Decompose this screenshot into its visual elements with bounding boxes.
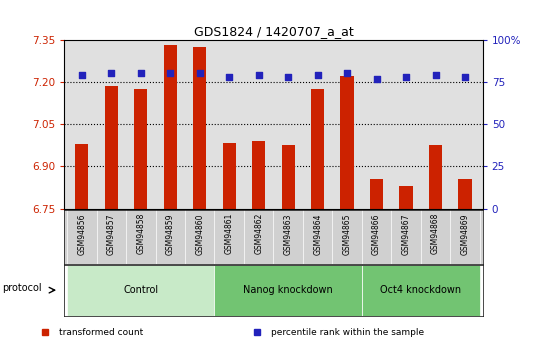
Text: GSM94863: GSM94863 — [283, 213, 292, 255]
Bar — [458, 179, 472, 209]
Bar — [163, 45, 177, 209]
Bar — [282, 145, 295, 209]
Point — [343, 71, 352, 76]
Point — [136, 71, 145, 76]
Point — [195, 71, 204, 76]
Bar — [223, 142, 236, 209]
Point — [254, 72, 263, 78]
Text: GSM94860: GSM94860 — [195, 213, 204, 255]
Bar — [400, 186, 413, 209]
Point — [402, 74, 411, 80]
Text: GSM94867: GSM94867 — [402, 213, 411, 255]
Text: GSM94865: GSM94865 — [343, 213, 352, 255]
Bar — [193, 47, 206, 209]
Point — [313, 72, 322, 78]
Point — [372, 76, 381, 81]
Bar — [362, 265, 480, 316]
Bar — [67, 265, 214, 316]
Bar — [214, 265, 362, 316]
Text: percentile rank within the sample: percentile rank within the sample — [271, 328, 424, 337]
Bar — [311, 89, 324, 209]
Point — [78, 72, 86, 78]
Text: GSM94869: GSM94869 — [460, 213, 469, 255]
Bar — [340, 76, 354, 209]
Text: Control: Control — [123, 285, 158, 295]
Text: GSM94857: GSM94857 — [107, 213, 116, 255]
Bar — [105, 86, 118, 209]
Text: GSM94859: GSM94859 — [166, 213, 175, 255]
Bar — [429, 145, 442, 209]
Text: GSM94868: GSM94868 — [431, 213, 440, 255]
Bar — [75, 144, 89, 209]
Text: GSM94858: GSM94858 — [136, 213, 145, 255]
Text: Oct4 knockdown: Oct4 knockdown — [380, 285, 461, 295]
Text: protocol: protocol — [3, 283, 42, 293]
Title: GDS1824 / 1420707_a_at: GDS1824 / 1420707_a_at — [194, 26, 353, 39]
Bar — [252, 141, 265, 209]
Point — [431, 72, 440, 78]
Point — [166, 71, 175, 76]
Point — [107, 71, 116, 76]
Text: GSM94866: GSM94866 — [372, 213, 381, 255]
Text: transformed count: transformed count — [59, 328, 143, 337]
Text: GSM94856: GSM94856 — [78, 213, 86, 255]
Bar — [134, 89, 147, 209]
Text: GSM94862: GSM94862 — [254, 213, 263, 255]
Text: GSM94864: GSM94864 — [313, 213, 322, 255]
Text: Nanog knockdown: Nanog knockdown — [243, 285, 333, 295]
Text: GSM94861: GSM94861 — [225, 213, 234, 255]
Bar — [370, 179, 383, 209]
Point — [283, 74, 292, 80]
Point — [460, 74, 469, 80]
Point — [225, 74, 234, 80]
